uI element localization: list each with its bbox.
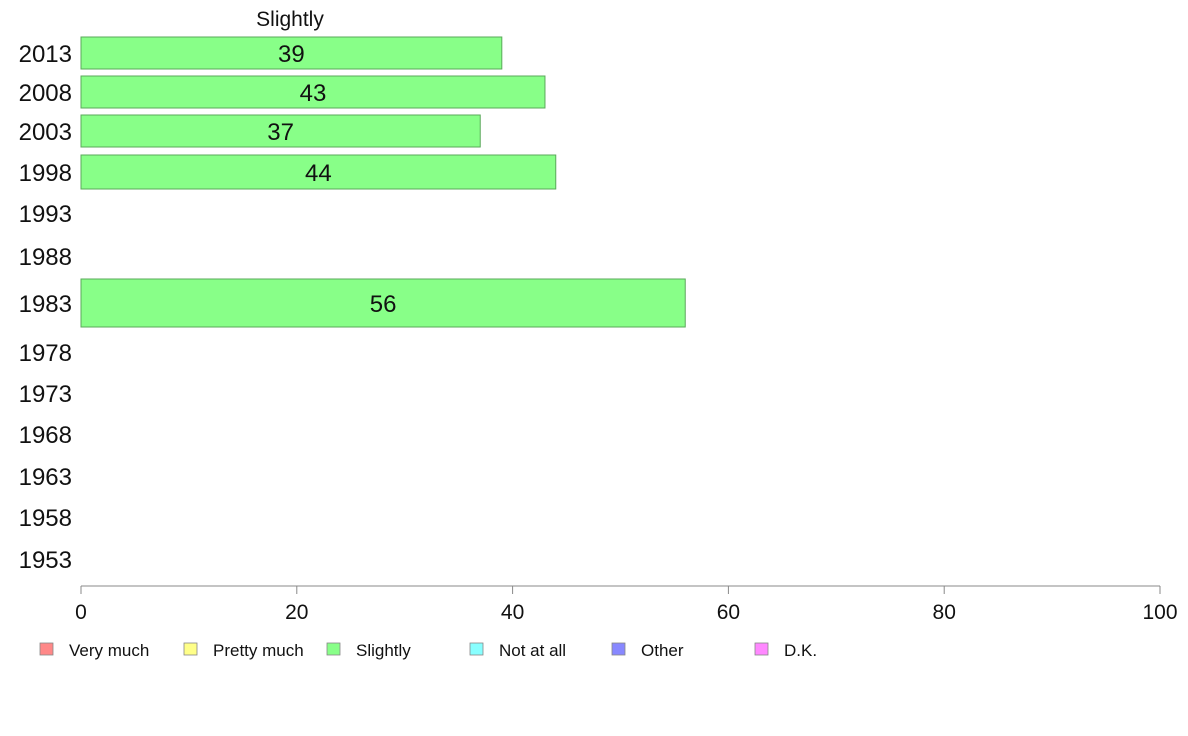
y-tick-label-2008: 2008 — [19, 80, 72, 107]
y-tick-label-1998: 1998 — [19, 160, 72, 187]
legend: Very much Pretty much Slightly Not at all Ot… — [39, 641, 817, 660]
legend-swatch-5 — [754, 642, 769, 656]
legend-label-5: D.K. — [784, 641, 817, 660]
bar-rows: 2013 39 2008 43 2003 37 1998 44 1993 1988 1983 56 19… — [19, 36, 686, 574]
y-tick-label-1958: 1958 — [19, 505, 72, 532]
y-tick-label-2003: 2003 — [19, 119, 72, 146]
x-tick-label-0: 0 — [75, 601, 87, 624]
x-axis: 0 20 40 60 80 100 — [75, 585, 1178, 624]
x-tick-label-80: 80 — [933, 601, 956, 624]
bar-1983 — [80, 278, 686, 328]
bar-2013 — [80, 36, 503, 70]
x-tick-label-60: 60 — [717, 601, 740, 624]
y-tick-label-1983: 1983 — [19, 291, 72, 318]
data-label-1998: 44 — [305, 160, 332, 187]
legend-label-4: Other — [641, 641, 684, 660]
legend-label-3: Not at all — [499, 641, 566, 660]
x-tick-label-100: 100 — [1142, 601, 1177, 624]
y-tick-label-1973: 1973 — [19, 381, 72, 408]
bar-1998 — [80, 154, 557, 190]
legend-swatch-3 — [469, 642, 484, 656]
legend-swatch-1 — [183, 642, 198, 656]
bar-2003 — [80, 114, 481, 148]
y-tick-label-1953: 1953 — [19, 547, 72, 574]
data-label-2008: 43 — [300, 80, 327, 107]
y-tick-label-1993: 1993 — [19, 201, 72, 228]
x-tick-label-40: 40 — [501, 601, 524, 624]
legend-label-2: Slightly — [356, 641, 411, 660]
legend-swatch-2 — [326, 642, 341, 656]
legend-swatch-0 — [39, 642, 54, 656]
data-label-2003: 37 — [267, 119, 294, 146]
legend-swatch-4 — [611, 642, 626, 656]
chart-title: Slightly — [256, 8, 324, 31]
data-label-2013: 39 — [278, 41, 305, 68]
y-tick-label-1978: 1978 — [19, 340, 72, 367]
y-tick-label-1968: 1968 — [19, 422, 72, 449]
legend-label-0: Very much — [69, 641, 149, 660]
y-tick-label-2013: 2013 — [19, 41, 72, 68]
y-tick-label-1988: 1988 — [19, 244, 72, 271]
data-label-1983: 56 — [370, 291, 397, 318]
x-tick-label-20: 20 — [285, 601, 308, 624]
y-tick-label-1963: 1963 — [19, 464, 72, 491]
legend-label-1: Pretty much — [213, 641, 304, 660]
bar-2008 — [80, 75, 546, 109]
